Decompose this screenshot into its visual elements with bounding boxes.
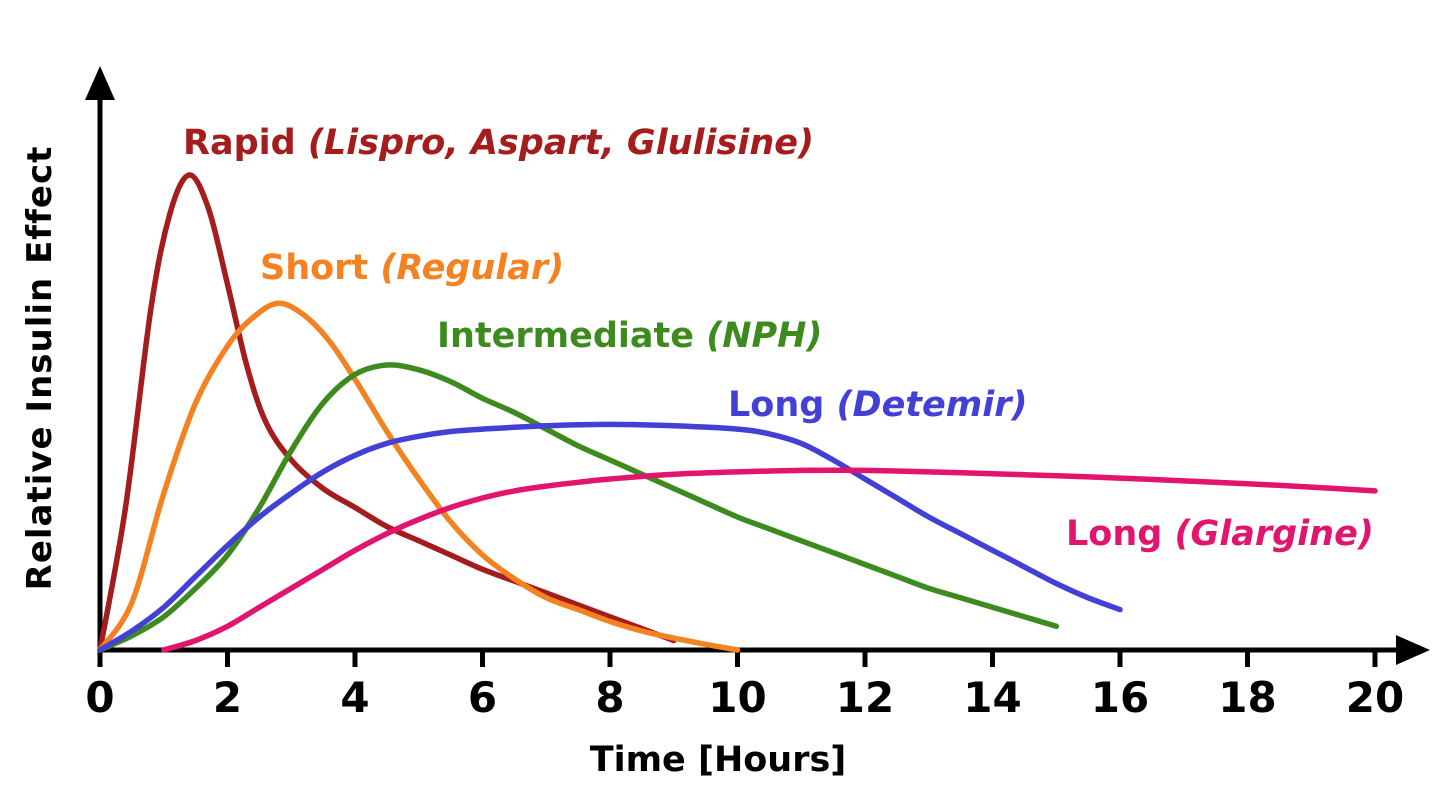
series-label-name: Short	[260, 248, 381, 288]
series-label-long-detemir: Long (Detemir)	[728, 386, 1028, 425]
series-label-name: Long	[1066, 514, 1175, 554]
x-tick-label: 4	[340, 673, 369, 722]
series-curve-long-glargine	[161, 467, 1378, 653]
series-label-short-regular: Short (Regular)	[260, 249, 564, 288]
x-tick-label: 10	[708, 673, 766, 722]
series-label-detail: (Lispro, Aspart, Glulisine)	[307, 123, 815, 163]
series-label-intermediate-nph: Intermediate (NPH)	[437, 317, 822, 356]
x-tick-label: 2	[213, 673, 242, 722]
x-tick-label: 6	[468, 673, 497, 722]
x-tick-label: 16	[1091, 673, 1149, 722]
series-label-detail: (NPH)	[706, 316, 823, 356]
series-label-name: Rapid	[183, 123, 308, 163]
y-axis-label: Relative Insulin Effect	[20, 145, 60, 591]
series-label-detail: (Regular)	[380, 248, 565, 288]
series-curve-rapid	[97, 172, 677, 653]
x-tick-label: 18	[1218, 673, 1276, 722]
x-tick-label: 20	[1346, 673, 1404, 722]
x-tick-label: 0	[85, 673, 114, 722]
series-curve-long-detemir	[97, 421, 1123, 653]
series-label-detail: (Glargine)	[1174, 514, 1374, 554]
series-curve-short-regular	[97, 300, 741, 653]
series-label-name: Intermediate	[437, 316, 707, 356]
x-tick-label: 14	[963, 673, 1021, 722]
y-axis-arrow-icon	[85, 66, 115, 100]
series-label-rapid: Rapid (Lispro, Aspart, Glulisine)	[183, 124, 814, 163]
series-label-name: Long	[728, 385, 837, 425]
series-curve-intermediate-nph	[97, 362, 1060, 653]
series-label-detail: (Detemir)	[836, 385, 1028, 425]
x-tick-label: 8	[595, 673, 624, 722]
x-axis-label: Time [Hours]	[589, 740, 847, 780]
series-label-long-glargine: Long (Glargine)	[1066, 515, 1374, 554]
x-axis-arrow-icon	[1396, 635, 1430, 665]
x-tick-label: 12	[836, 673, 894, 722]
